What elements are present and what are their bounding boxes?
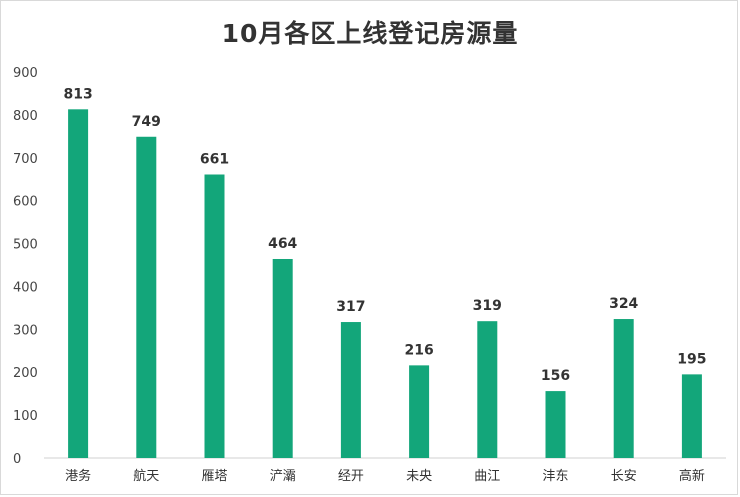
- data-label: 324: [609, 296, 638, 312]
- bar: [477, 321, 498, 458]
- data-label: 156: [541, 368, 570, 384]
- x-tick-label: 沣东: [542, 469, 568, 484]
- x-tick-label: 长安: [611, 469, 637, 484]
- data-label: 464: [268, 236, 297, 252]
- y-tick-label: 400: [13, 280, 38, 295]
- bar: [613, 319, 634, 458]
- y-tick-label: 600: [13, 195, 38, 210]
- x-tick-label: 高新: [679, 468, 705, 484]
- x-tick-label: 雁塔: [201, 469, 227, 484]
- x-tick-label: 曲江: [474, 469, 500, 484]
- y-axis: 0 100 200 300 400 500 600 700 800 900: [13, 66, 38, 467]
- data-label: 319: [473, 298, 502, 314]
- y-tick-label: 700: [13, 152, 38, 167]
- y-tick-label: 300: [13, 323, 38, 338]
- x-tick-label: 未央: [406, 469, 432, 484]
- bar: [68, 109, 89, 459]
- y-tick-label: 500: [13, 238, 38, 253]
- y-tick-label: 100: [13, 409, 38, 424]
- data-label: 661: [200, 152, 229, 168]
- data-label: 813: [63, 86, 92, 102]
- y-tick-label: 800: [13, 109, 38, 124]
- x-tick-label: 港务: [65, 468, 91, 484]
- data-label: 749: [132, 114, 161, 130]
- y-tick-label: 0: [13, 452, 21, 467]
- x-tick-label: 航天: [133, 468, 159, 484]
- y-tick-label: 200: [13, 366, 38, 381]
- bar: [204, 174, 225, 458]
- data-label: 317: [336, 299, 365, 315]
- bar: [681, 374, 702, 458]
- data-label: 216: [404, 342, 433, 358]
- chart-title: 10月各区上线登记房源量: [221, 19, 519, 48]
- data-label: 195: [677, 351, 706, 367]
- x-axis: 港务 航天 雁塔 浐灞 经开 未央 曲江 沣东 长安 高新: [65, 468, 705, 484]
- bar: [545, 391, 566, 458]
- x-tick-label: 浐灞: [270, 469, 296, 484]
- bars: [68, 109, 702, 459]
- value-labels: 813 749 661 464 317 216 319 156 324 195: [63, 86, 706, 384]
- x-tick-label: 经开: [338, 469, 364, 484]
- bar: [272, 258, 293, 458]
- bar: [136, 136, 157, 459]
- bar: [409, 365, 430, 458]
- y-tick-label: 900: [13, 66, 38, 81]
- bar: [340, 322, 361, 458]
